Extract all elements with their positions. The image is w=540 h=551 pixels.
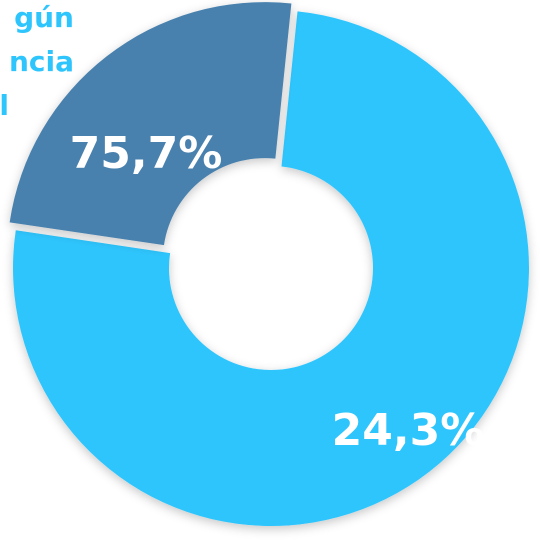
data-label-minor: 24,3% — [332, 405, 485, 456]
data-label-major: 75,7% — [70, 128, 223, 179]
slice-minor — [9, 2, 292, 246]
slice-major — [12, 11, 529, 526]
